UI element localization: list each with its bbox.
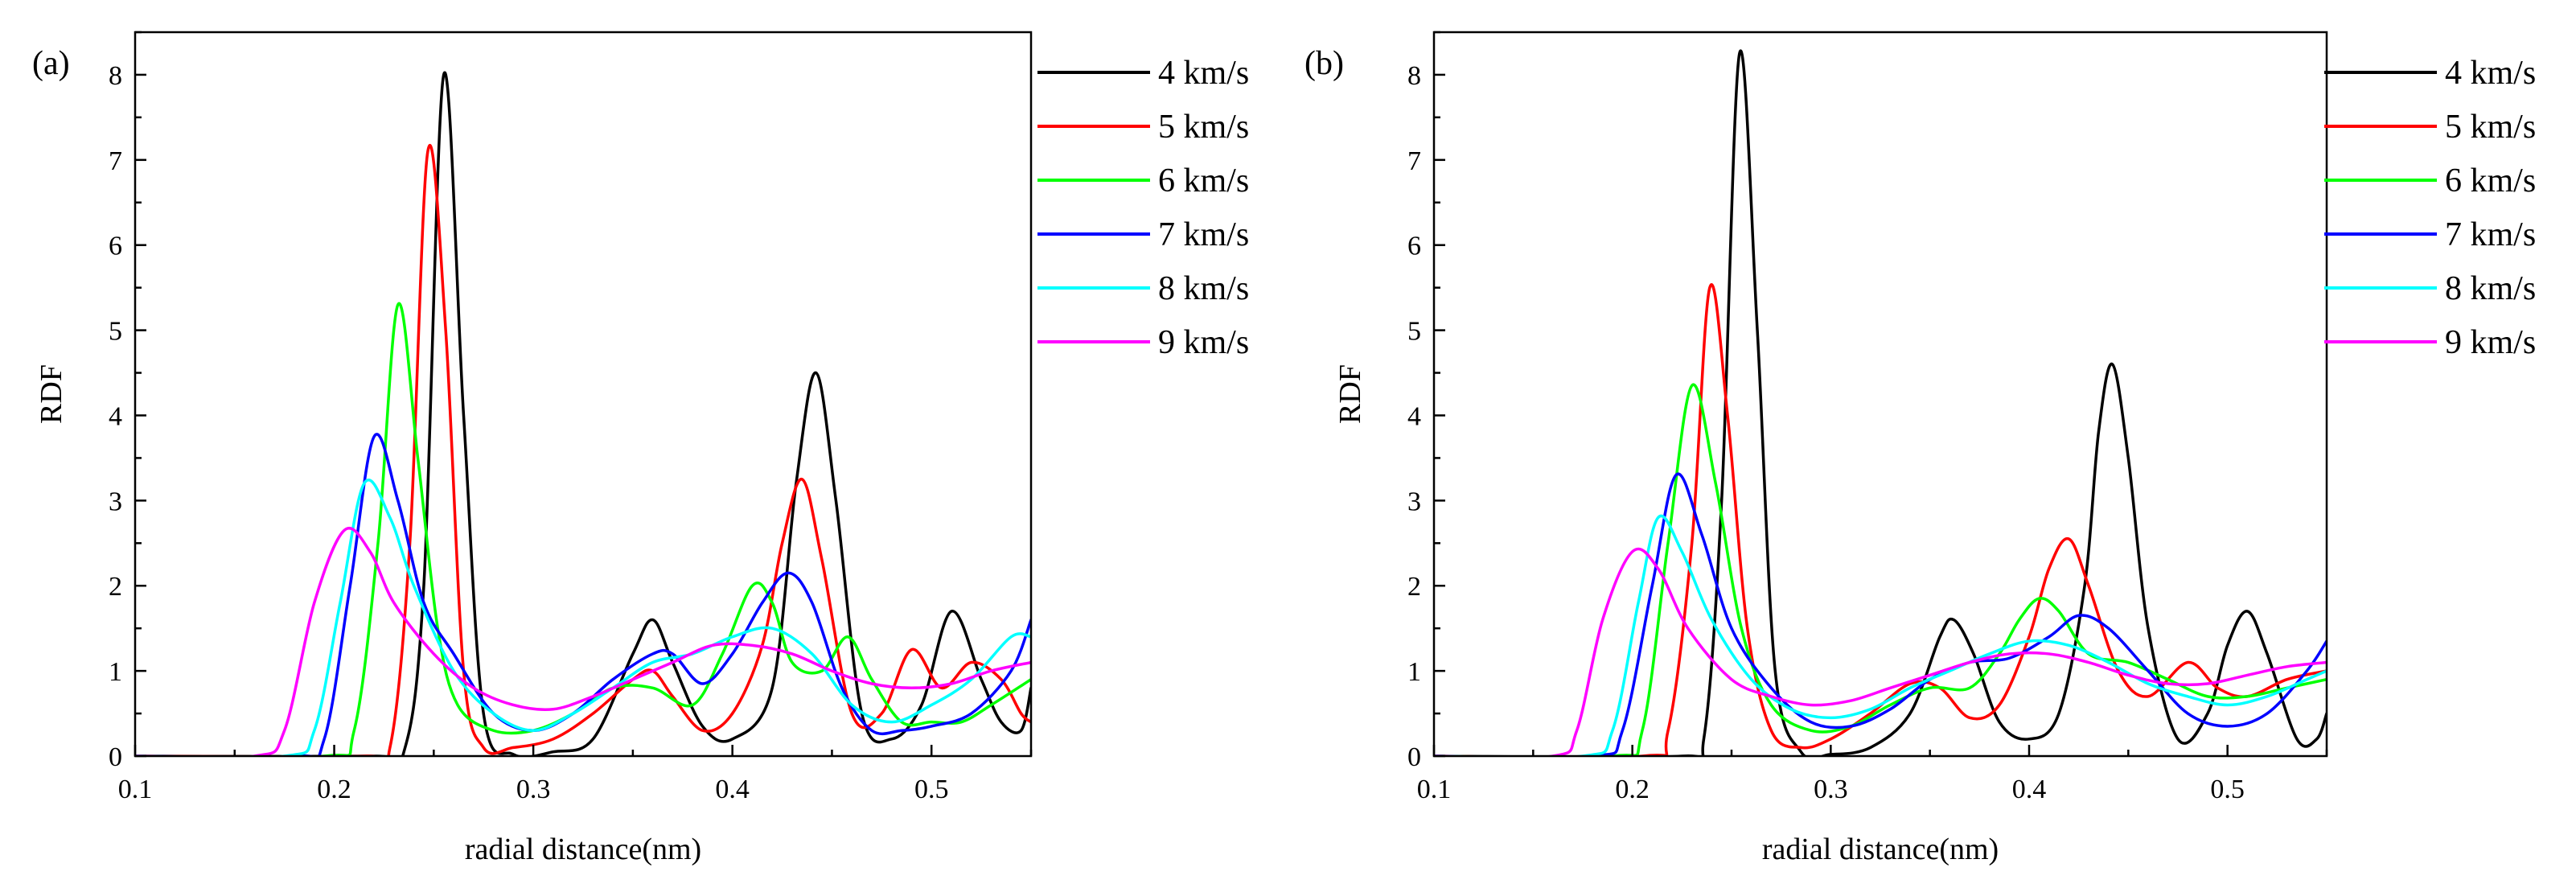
x-tick-label: 0.3 [516,775,551,804]
legend-label: 6 km/s [1158,162,1249,199]
y-tick-label: 0 [1407,742,1421,772]
plot-frame [134,31,1033,758]
y-tick-label: 6 [1407,232,1421,261]
panel-label: (a) [32,45,70,82]
legend-label: 8 km/s [2445,270,2536,307]
y-tick-label: 3 [1407,487,1421,516]
series-line-7-km-s [1434,472,2327,756]
legend: 4 km/s 5 km/s 6 km/s 7 km/s 8 km/s 9 km/s [2324,55,2536,361]
y-axis-title: RDF [1333,364,1367,424]
series-line-6-km-s [135,302,1031,756]
x-tick-label: 0.5 [2210,775,2245,804]
series-line-4-km-s [135,71,1031,756]
y-tick-label: 5 [109,317,122,347]
y-tick-label: 4 [1407,401,1421,431]
x-tick-label: 0.2 [1615,775,1650,804]
y-tick-label: 6 [109,232,122,261]
y-tick-label: 1 [109,657,122,687]
legend: 4 km/s 5 km/s 6 km/s 7 km/s 8 km/s 9 km/s [1037,55,1249,361]
y-axis-title: RDF [35,364,68,424]
legend-label: 9 km/s [2445,324,2536,361]
legend-label: 7 km/s [2445,216,2536,253]
series-line-7-km-s [135,433,1031,756]
series-group [135,71,1031,756]
series-line-5-km-s [135,143,1031,756]
legend-label: 5 km/s [2445,109,2536,146]
y-tick-label: 8 [109,61,122,91]
y-tick-label: 8 [1407,61,1421,91]
panel-label: (b) [1304,45,1344,82]
y-tick-label: 5 [1407,317,1421,347]
series-line-6-km-s [1434,383,2327,756]
x-tick-label: 0.5 [914,775,949,804]
plot-frame [1432,31,2328,758]
x-tick-label: 0.1 [1417,775,1452,804]
series-line-4-km-s [1434,49,2327,756]
series-group [1434,49,2327,756]
x-tick-label: 0.2 [317,775,351,804]
x-tick-label: 0.3 [1814,775,1848,804]
y-tick-label: 2 [109,572,122,602]
y-tick-label: 7 [109,146,122,176]
series-line-8-km-s [135,479,1031,756]
x-axis-title: radial distance(nm) [1762,832,1999,866]
legend-label: 8 km/s [1158,270,1249,307]
x-axis-title: radial distance(nm) [465,832,701,866]
x-tick-label: 0.1 [118,775,153,804]
chart-panel-b: 0.1 0.2 0.3 0.4 0.5 0 1 2 3 4 5 6 7 8 radial distance(… [1304,31,2536,866]
y-tick-label: 4 [109,401,122,431]
series-line-8-km-s [1434,514,2327,756]
x-tick-label: 0.4 [2012,775,2047,804]
legend-label: 9 km/s [1158,324,1249,361]
legend-label: 4 km/s [1158,55,1249,92]
legend-label: 4 km/s [2445,55,2536,92]
legend-label: 6 km/s [2445,162,2536,199]
series-line-9-km-s [1434,547,2327,756]
legend-label: 7 km/s [1158,216,1249,253]
y-tick-label: 1 [1407,657,1421,687]
x-tick-label: 0.4 [715,775,750,804]
chart-panel-a: 0.1 0.2 0.3 0.4 0.5 0 1 2 3 4 5 6 7 8 radial distance(… [32,31,1249,866]
y-tick-label: 0 [109,742,122,772]
series-line-5-km-s [1434,283,2327,756]
y-tick-label: 2 [1407,572,1421,602]
y-tick-label: 7 [1407,146,1421,176]
y-tick-label: 3 [109,487,122,516]
legend-label: 5 km/s [1158,109,1249,146]
series-line-9-km-s [135,527,1031,756]
